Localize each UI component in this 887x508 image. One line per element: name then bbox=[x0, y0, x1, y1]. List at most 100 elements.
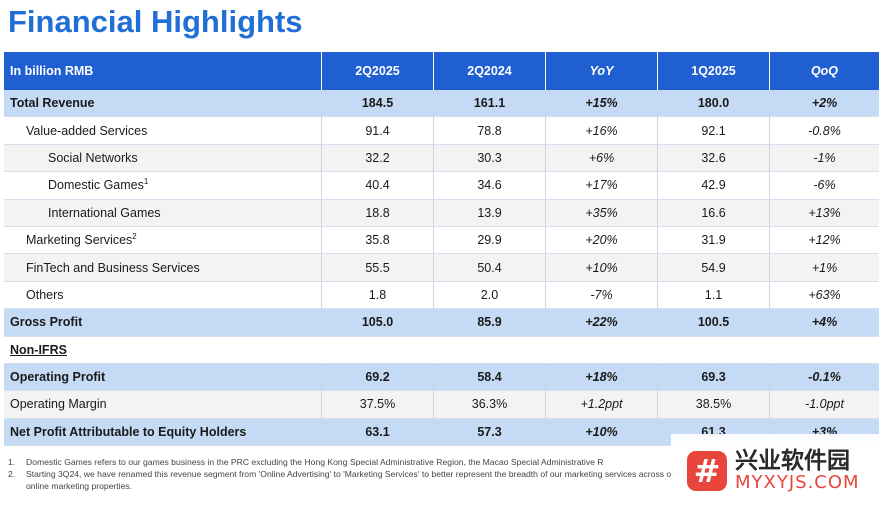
value-cell: 91.4 bbox=[322, 117, 434, 145]
row-label: Operating Margin bbox=[10, 397, 107, 412]
value-cell: +6% bbox=[546, 144, 658, 173]
value-cell: 57.3 bbox=[434, 418, 546, 447]
row-label: Others bbox=[26, 287, 64, 302]
value-cell: 54.9 bbox=[658, 254, 770, 282]
table-row: Domestic Games1 40.4 34.6 +17% 42.9 -6% bbox=[4, 172, 879, 200]
value-cell: 31.9 bbox=[658, 226, 770, 255]
value-cell: +18% bbox=[546, 363, 658, 392]
row-label-cell: Others bbox=[4, 281, 322, 310]
value-cell: 184.5 bbox=[322, 90, 434, 118]
row-label: Total Revenue bbox=[10, 96, 95, 111]
value-cell: +16% bbox=[546, 117, 658, 145]
row-label-cell: Social Networks bbox=[4, 144, 322, 173]
value-cell: +10% bbox=[546, 254, 658, 282]
footnote-text: Domestic Games refers to our games busin… bbox=[26, 457, 604, 467]
row-label: International Games bbox=[48, 205, 161, 220]
watermark-text-cn: 兴业软件园 bbox=[735, 448, 850, 475]
value-cell: 105.0 bbox=[322, 309, 434, 337]
row-label-cell: Non-IFRS bbox=[4, 336, 879, 364]
row-label-cell: Domestic Games1 bbox=[4, 172, 322, 200]
table-row: Operating Profit 69.2 58.4 +18% 69.3 -0.1% bbox=[4, 363, 879, 392]
value-cell: +20% bbox=[546, 226, 658, 255]
row-label-cell: International Games bbox=[4, 199, 322, 227]
table-row: Others 1.8 2.0 -7% 1.1 +63% bbox=[4, 281, 879, 310]
value-cell: +35% bbox=[546, 199, 658, 227]
value-cell: 85.9 bbox=[434, 309, 546, 337]
footnote-ref: 2 bbox=[132, 231, 137, 241]
value-cell: 35.8 bbox=[322, 226, 434, 255]
value-cell: 30.3 bbox=[434, 144, 546, 173]
column-header: YoY bbox=[546, 52, 658, 90]
column-header: 1Q2025 bbox=[658, 52, 770, 90]
table-row: Social Networks 32.2 30.3 +6% 32.6 -1% bbox=[4, 144, 879, 173]
row-label: Net Profit Attributable to Equity Holder… bbox=[10, 424, 247, 439]
value-cell: 2.0 bbox=[434, 281, 546, 310]
value-cell: +17% bbox=[546, 172, 658, 200]
value-cell: 1.1 bbox=[658, 281, 770, 310]
value-cell: 38.5% bbox=[658, 391, 770, 419]
column-header: 2Q2024 bbox=[434, 52, 546, 90]
page-title: Financial Highlights bbox=[8, 4, 303, 39]
table-row: Gross Profit 105.0 85.9 +22% 100.5 +4% bbox=[4, 309, 879, 337]
table-header-row: In billion RMB 2Q2025 2Q2024 YoY 1Q2025 … bbox=[4, 52, 879, 90]
footnote: 2. Starting 3Q24, we have renamed this r… bbox=[8, 468, 698, 492]
value-cell: +1% bbox=[770, 254, 879, 282]
value-cell: 69.2 bbox=[322, 363, 434, 392]
column-header: In billion RMB bbox=[4, 52, 322, 90]
value-cell: -7% bbox=[546, 281, 658, 310]
value-cell: 180.0 bbox=[658, 90, 770, 118]
value-cell: +1.2ppt bbox=[546, 391, 658, 419]
value-cell: -1% bbox=[770, 144, 879, 173]
row-label-cell: Total Revenue bbox=[4, 90, 322, 118]
value-cell: 100.5 bbox=[658, 309, 770, 337]
table-row: Marketing Services2 35.8 29.9 +20% 31.9 +12% bbox=[4, 226, 879, 255]
section-row: Non-IFRS bbox=[4, 336, 879, 364]
row-label: Marketing Services bbox=[26, 233, 133, 248]
value-cell: +63% bbox=[770, 281, 879, 310]
row-label: Social Networks bbox=[48, 150, 138, 165]
value-cell: 58.4 bbox=[434, 363, 546, 392]
footnote-number: 2. bbox=[8, 469, 16, 480]
value-cell: -0.8% bbox=[770, 117, 879, 145]
value-cell: 34.6 bbox=[434, 172, 546, 200]
value-cell: +22% bbox=[546, 309, 658, 337]
footnote-text: Starting 3Q24, we have renamed this reve… bbox=[26, 469, 679, 492]
value-cell: -1.0ppt bbox=[770, 391, 879, 419]
value-cell: 32.6 bbox=[658, 144, 770, 173]
value-cell: 63.1 bbox=[322, 418, 434, 447]
value-cell: 32.2 bbox=[322, 144, 434, 173]
table-row: Value-added Services 91.4 78.8 +16% 92.1 -0.8… bbox=[4, 117, 879, 145]
column-header: QoQ bbox=[770, 52, 879, 90]
value-cell: -6% bbox=[770, 172, 879, 200]
value-cell: 13.9 bbox=[434, 199, 546, 227]
row-label-cell: Gross Profit bbox=[4, 309, 322, 337]
row-label-cell: Operating Margin bbox=[4, 391, 322, 419]
row-label-cell: Value-added Services bbox=[4, 117, 322, 145]
value-cell: 1.8 bbox=[322, 281, 434, 310]
value-cell: +12% bbox=[770, 226, 879, 255]
column-header: 2Q2025 bbox=[322, 52, 434, 90]
value-cell: +4% bbox=[770, 309, 879, 337]
value-cell: 55.5 bbox=[322, 254, 434, 282]
value-cell: 18.8 bbox=[322, 199, 434, 227]
value-cell: 50.4 bbox=[434, 254, 546, 282]
table-row: Total Revenue 184.5 161.1 +15% 180.0 +2% bbox=[4, 90, 879, 118]
value-cell: 161.1 bbox=[434, 90, 546, 118]
value-cell: 16.6 bbox=[658, 199, 770, 227]
watermark-logo-icon: # bbox=[687, 451, 727, 491]
table-row: Net Profit Attributable to Equity Holder… bbox=[4, 418, 879, 447]
value-cell: 37.5% bbox=[322, 391, 434, 419]
value-cell: 69.3 bbox=[658, 363, 770, 392]
row-label: Domestic Games bbox=[48, 178, 144, 193]
row-label: FinTech and Business Services bbox=[26, 260, 200, 275]
row-label-cell: Marketing Services2 bbox=[4, 226, 322, 255]
value-cell: +15% bbox=[546, 90, 658, 118]
value-cell: -0.1% bbox=[770, 363, 879, 392]
watermark-text-en: MYXYJS.COM bbox=[735, 471, 860, 493]
value-cell: 42.9 bbox=[658, 172, 770, 200]
table-row: FinTech and Business Services 55.5 50.4 +10… bbox=[4, 254, 879, 282]
value-cell: 40.4 bbox=[322, 172, 434, 200]
table-row: International Games 18.8 13.9 +35% 16.6 +13% bbox=[4, 199, 879, 227]
table-row: Operating Margin 37.5% 36.3% +1.2ppt 38.5% -1… bbox=[4, 391, 879, 419]
footnote-number: 1. bbox=[8, 457, 16, 467]
